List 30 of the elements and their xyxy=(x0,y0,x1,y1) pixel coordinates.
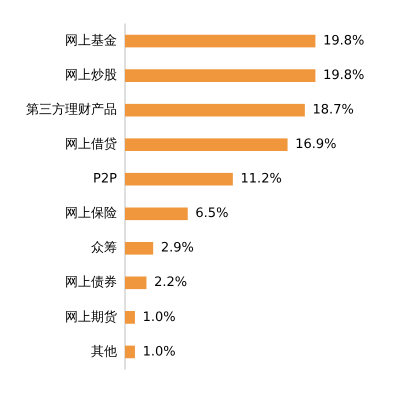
bar xyxy=(125,346,135,358)
bar xyxy=(125,207,188,220)
y-tick-label: P2P xyxy=(93,172,118,187)
data-label: 16.9% xyxy=(295,137,337,152)
y-tick-label: 网上炒股 xyxy=(65,68,117,83)
bar xyxy=(125,242,154,255)
bar xyxy=(125,172,233,186)
bar xyxy=(125,311,135,324)
bar xyxy=(125,138,288,152)
data-label: 1.0% xyxy=(142,310,176,325)
data-label: 11.2% xyxy=(240,172,282,187)
y-tick-label: 众筹 xyxy=(91,240,117,256)
y-tick-label: 第三方理财产品 xyxy=(26,102,117,118)
data-label: 2.2% xyxy=(154,275,188,290)
bar xyxy=(125,104,305,116)
y-tick-label: 网上债券 xyxy=(65,275,117,290)
data-label: 18.7% xyxy=(312,102,354,118)
y-tick-label: 网上借贷 xyxy=(65,137,117,152)
y-tick-label: 网上期货 xyxy=(65,310,117,325)
data-label: 1.0% xyxy=(142,344,176,360)
bar xyxy=(125,276,146,290)
bar xyxy=(125,69,316,82)
bar xyxy=(125,34,316,48)
y-tick-label: 网上基金 xyxy=(65,33,117,48)
data-label: 19.8% xyxy=(323,68,364,83)
data-label: 6.5% xyxy=(195,206,228,222)
y-tick-label: 网上保险 xyxy=(65,206,117,222)
data-label: 19.8% xyxy=(323,33,364,48)
data-label: 2.9% xyxy=(160,240,194,256)
y-tick-label: 其他 xyxy=(91,344,117,360)
